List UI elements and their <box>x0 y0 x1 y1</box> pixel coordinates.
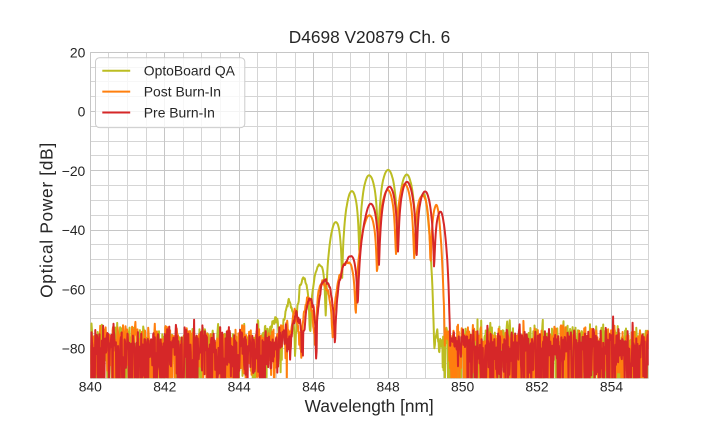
svg-text:844: 844 <box>228 379 251 395</box>
svg-text:840: 840 <box>79 379 102 395</box>
svg-text:OptoBoard QA: OptoBoard QA <box>144 63 236 79</box>
svg-text:846: 846 <box>302 379 325 395</box>
svg-text:−80: −80 <box>62 341 86 357</box>
svg-text:852: 852 <box>525 379 548 395</box>
svg-text:850: 850 <box>451 379 474 395</box>
svg-text:848: 848 <box>377 379 400 395</box>
svg-text:20: 20 <box>70 45 86 61</box>
svg-text:0: 0 <box>78 104 86 120</box>
svg-text:Post Burn-In: Post Burn-In <box>144 83 221 99</box>
svg-text:−20: −20 <box>62 163 86 179</box>
svg-text:842: 842 <box>153 379 176 395</box>
svg-text:D4698 V20879 Ch. 6: D4698 V20879 Ch. 6 <box>289 27 450 47</box>
svg-text:−60: −60 <box>62 281 86 297</box>
svg-text:Pre Burn-In: Pre Burn-In <box>144 104 215 120</box>
svg-text:−40: −40 <box>62 222 86 238</box>
svg-text:Optical Power [dB]: Optical Power [dB] <box>37 142 57 298</box>
svg-text:854: 854 <box>600 379 623 395</box>
svg-text:Wavelength [nm]: Wavelength [nm] <box>305 396 434 416</box>
